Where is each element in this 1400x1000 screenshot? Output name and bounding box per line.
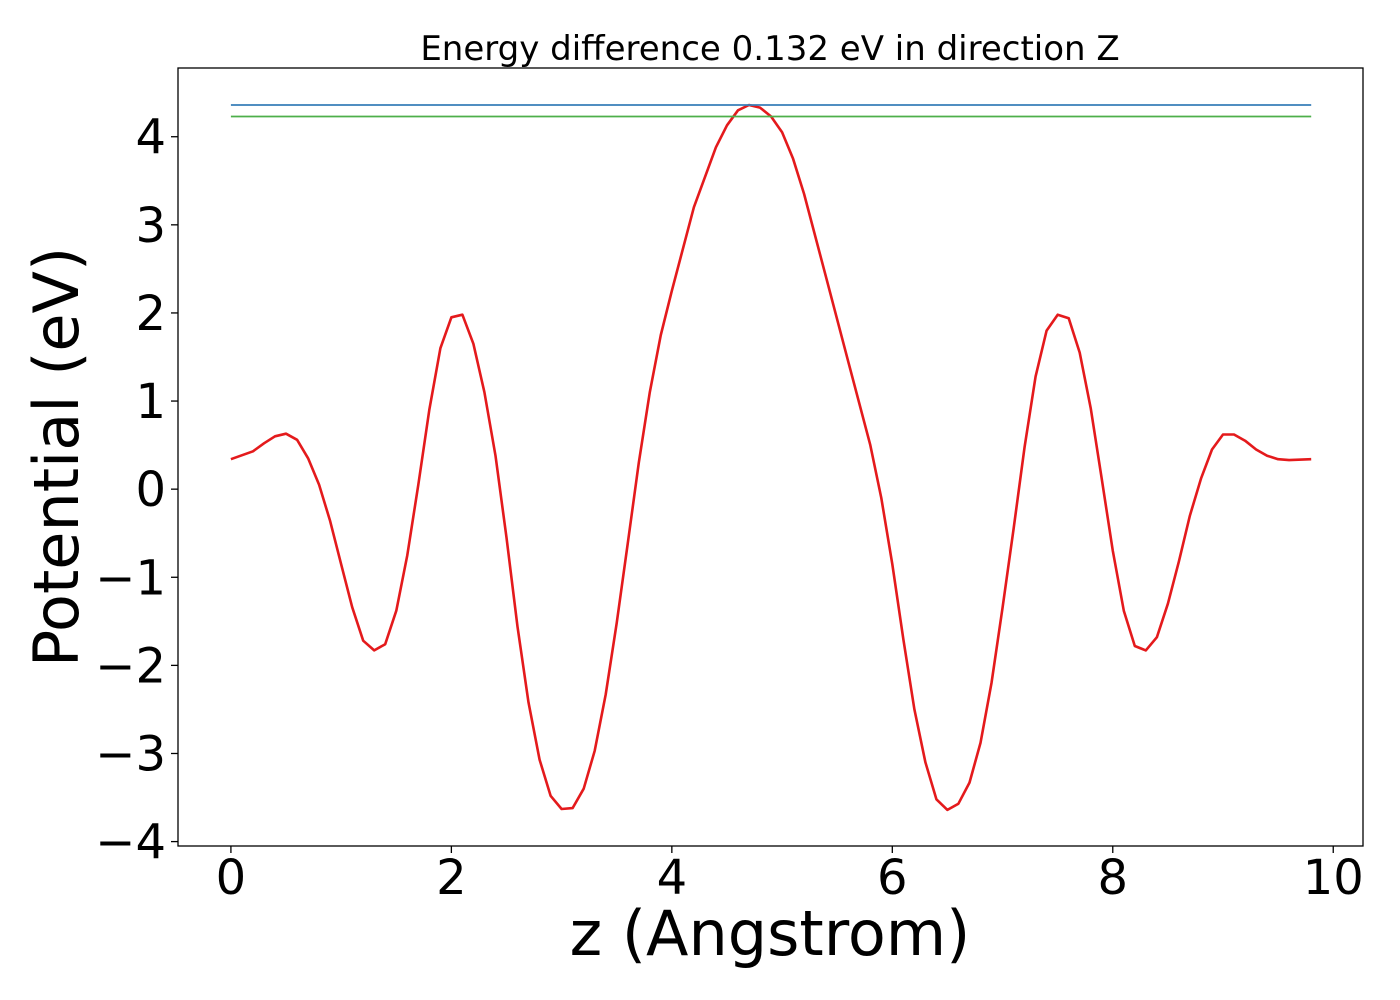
y-tick-label: 4 bbox=[135, 110, 166, 166]
y-axis-label: Potential (eV) bbox=[20, 247, 93, 667]
series-layer bbox=[230, 103, 1312, 812]
y-tick-label: −2 bbox=[95, 638, 166, 694]
y-tick-label: 2 bbox=[135, 286, 166, 342]
y-axis: −4 −3 −2 −1 0 1 2 3 4 bbox=[95, 110, 178, 871]
x-tick-label: 0 bbox=[216, 850, 247, 906]
x-tick-label: 6 bbox=[877, 850, 908, 906]
y-tick-label: −1 bbox=[95, 550, 166, 606]
x-tick-label: 2 bbox=[436, 850, 467, 906]
y-tick-label: 0 bbox=[135, 462, 166, 518]
x-tick-label: 4 bbox=[657, 850, 688, 906]
x-axis: 0 2 4 6 8 10 bbox=[216, 846, 1364, 906]
y-tick-label: −3 bbox=[95, 726, 166, 782]
y-tick-label: 3 bbox=[135, 198, 166, 254]
plot-area-frame bbox=[177, 67, 1364, 847]
potential-curve bbox=[230, 103, 1312, 812]
x-tick-label: 8 bbox=[1097, 850, 1128, 906]
y-tick-label: −4 bbox=[95, 815, 166, 871]
x-tick-label: 10 bbox=[1303, 850, 1364, 906]
chart-title: Energy difference 0.132 eV in direction … bbox=[420, 29, 1119, 69]
y-tick-label: 1 bbox=[135, 374, 166, 430]
x-axis-label: z (Angstrom) bbox=[570, 897, 971, 970]
